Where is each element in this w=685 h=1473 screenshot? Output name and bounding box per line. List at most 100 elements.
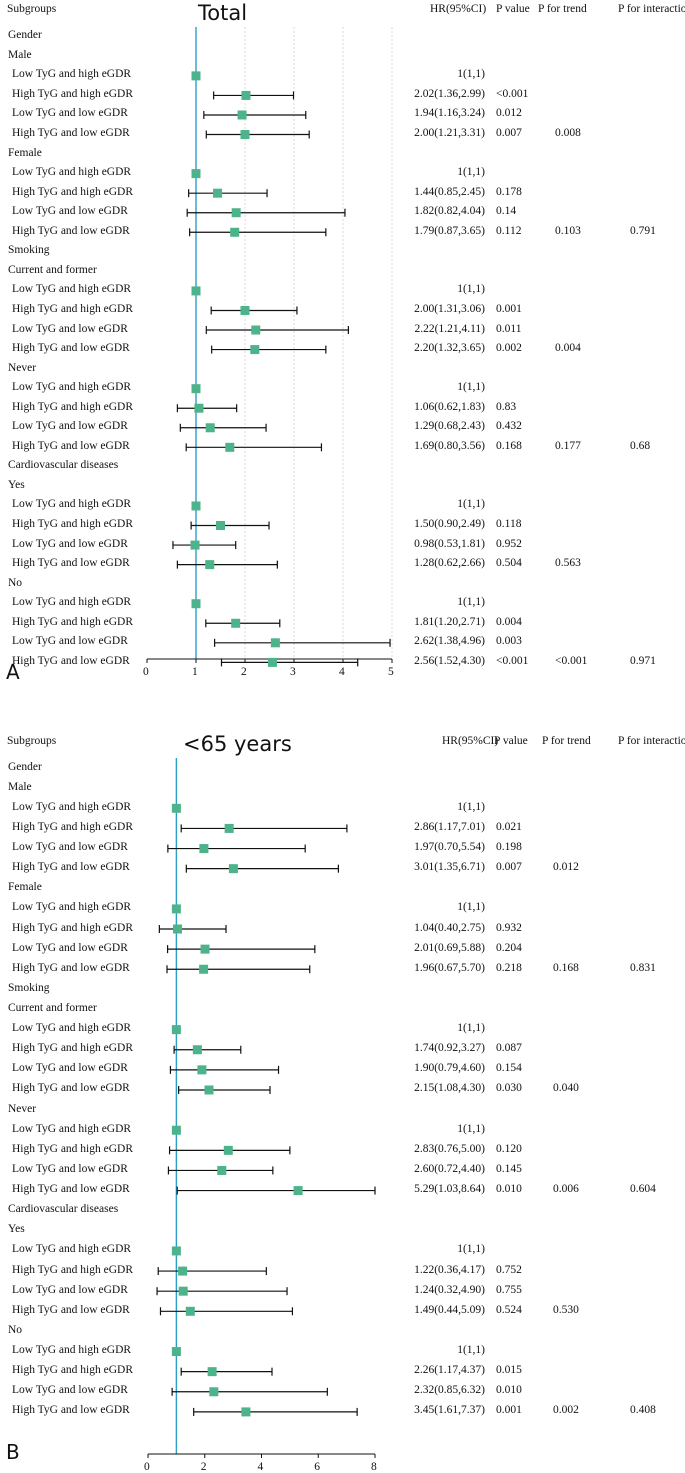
p-value: 0.001: [496, 302, 522, 315]
row-label: High TyG and high eGDR: [12, 921, 134, 934]
subgroup-heading: Yes: [8, 1223, 25, 1236]
p-value: 0.204: [496, 941, 522, 954]
hr-marker: [171, 1025, 181, 1035]
p-interaction-value: 0.831: [630, 961, 656, 974]
hr-header: HR(95%CI): [442, 735, 499, 747]
hr-marker: [192, 1045, 202, 1055]
p-value: 0.14: [496, 205, 517, 218]
hr-ci-value: 3.01(1.35,6.71): [414, 861, 485, 874]
hr-ci-value: 1.96(0.67,5.70): [414, 961, 485, 974]
hr-ci-value: 2.01(0.69,5.88): [414, 941, 485, 954]
row-label: High TyG and low eGDR: [12, 1183, 130, 1196]
x-tick-label: 3: [290, 666, 296, 678]
p-trend-value: 0.168: [553, 961, 579, 974]
p-interaction-value: 0.971: [630, 654, 656, 667]
p-interaction-value: 0.791: [630, 224, 656, 237]
hr-ci-value: 3.45(1.61,7.37): [414, 1404, 485, 1417]
hr-marker: [178, 1266, 188, 1276]
p-trend-value: 0.004: [555, 342, 581, 355]
row-label: Low TyG and low eGDR: [12, 1062, 128, 1075]
p-value: <0.001: [496, 87, 529, 100]
row-label: High TyG and low eGDR: [12, 1082, 130, 1095]
hr-marker: [178, 1286, 188, 1296]
p-value: 0.007: [496, 861, 522, 874]
p-value: 0.432: [496, 420, 522, 433]
hr-ci-value: 2.26(1.17,4.37): [414, 1364, 485, 1377]
hr-marker: [267, 657, 277, 667]
row-label: High TyG and high eGDR: [12, 1042, 134, 1055]
p-value: 0.112: [496, 224, 522, 237]
hr-ci-value: 1(1,1): [457, 800, 485, 813]
hr-marker: [173, 924, 183, 934]
subgroup-heading: Current and former: [8, 1002, 97, 1014]
hr-marker: [225, 442, 235, 452]
p-value: 0.168: [496, 439, 522, 452]
hr-marker: [191, 599, 201, 609]
hr-ci-value: 1(1,1): [457, 498, 485, 511]
hr-ci-value: 2.56(1.52,4.30): [414, 654, 485, 667]
hr-ci-value: 1.49(0.44,5.09): [414, 1303, 485, 1316]
hr-ci-value: 1(1,1): [457, 166, 485, 179]
hr-marker: [191, 169, 201, 179]
row-label: Low TyG and low eGDR: [12, 841, 128, 854]
row-label: Low TyG and high eGDR: [12, 1243, 132, 1256]
p-value: 0.154: [496, 1062, 522, 1075]
row-label: Low TyG and low eGDR: [12, 420, 128, 433]
p-value: 0.010: [496, 1384, 522, 1397]
hr-marker: [209, 1387, 219, 1397]
hr-marker: [171, 1347, 181, 1357]
hr-marker: [191, 286, 201, 296]
x-tick-label: 6: [314, 1461, 320, 1473]
subgroup-heading: Cardiovascular diseases: [8, 1203, 119, 1216]
x-tick-label: 2: [241, 666, 247, 678]
p-value: 0.524: [496, 1303, 522, 1316]
subgroup-heading: Current and former: [8, 263, 97, 276]
row-label: Low TyG and high eGDR: [12, 381, 132, 394]
p-interaction-value: 0.68: [630, 439, 651, 452]
row-label: Low TyG and high eGDR: [12, 800, 132, 813]
hr-ci-value: 1(1,1): [457, 1243, 485, 1256]
row-label: Low TyG and high eGDR: [12, 1122, 132, 1135]
p-value: 0.218: [496, 961, 522, 974]
hr-marker: [237, 110, 247, 120]
p-value: 0.752: [496, 1263, 522, 1276]
hr-marker: [199, 844, 209, 854]
row-label: High TyG and low eGDR: [12, 961, 130, 974]
subgroup-heading: Smoking: [8, 244, 50, 257]
subgroup-heading: Never: [8, 1102, 37, 1115]
hr-marker: [224, 823, 234, 833]
p-value: 0.178: [496, 185, 522, 198]
subgroup-heading: No: [8, 576, 23, 589]
p-value: 0.755: [496, 1283, 522, 1296]
row-label: High TyG and high eGDR: [12, 185, 134, 198]
p-trend-header: P for trend: [538, 3, 587, 15]
x-tick-label: 4: [339, 666, 345, 678]
x-tick-label: 0: [143, 666, 149, 678]
row-label: High TyG and high eGDR: [12, 1263, 134, 1276]
hr-marker: [191, 71, 201, 81]
p-trend-value: 0.006: [553, 1183, 579, 1196]
p-value: 0.002: [496, 342, 522, 355]
row-label: Low TyG and high eGDR: [12, 166, 132, 179]
row-label: Low TyG and high eGDR: [12, 1022, 132, 1035]
subgroup-heading: Cardiovascular diseases: [8, 459, 119, 472]
row-label: High TyG and low eGDR: [12, 1404, 130, 1417]
hr-marker: [205, 560, 215, 570]
p-trend-value: <0.001: [555, 654, 588, 667]
forest-plot-panel-a: Subgroups Total HR(95%CI) P value P for …: [0, 0, 685, 700]
p-interaction-value: 0.408: [630, 1404, 656, 1417]
subgroup-heading: Female: [8, 881, 42, 894]
row-label: High TyG and low eGDR: [12, 342, 130, 355]
hr-marker: [205, 423, 215, 433]
row-label: Low TyG and low eGDR: [12, 635, 128, 648]
x-tick-label: 8: [371, 1461, 377, 1473]
row-label: High TyG and high eGDR: [12, 615, 134, 628]
panel-title: Total: [198, 1, 248, 25]
hr-ci-value: 1(1,1): [457, 1022, 485, 1035]
hr-marker: [213, 188, 223, 198]
hr-marker: [223, 1145, 233, 1155]
p-value: 0.952: [496, 537, 522, 550]
row-label: High TyG and high eGDR: [12, 820, 134, 833]
hr-marker: [241, 1407, 251, 1417]
row-label: High TyG and low eGDR: [12, 557, 130, 570]
